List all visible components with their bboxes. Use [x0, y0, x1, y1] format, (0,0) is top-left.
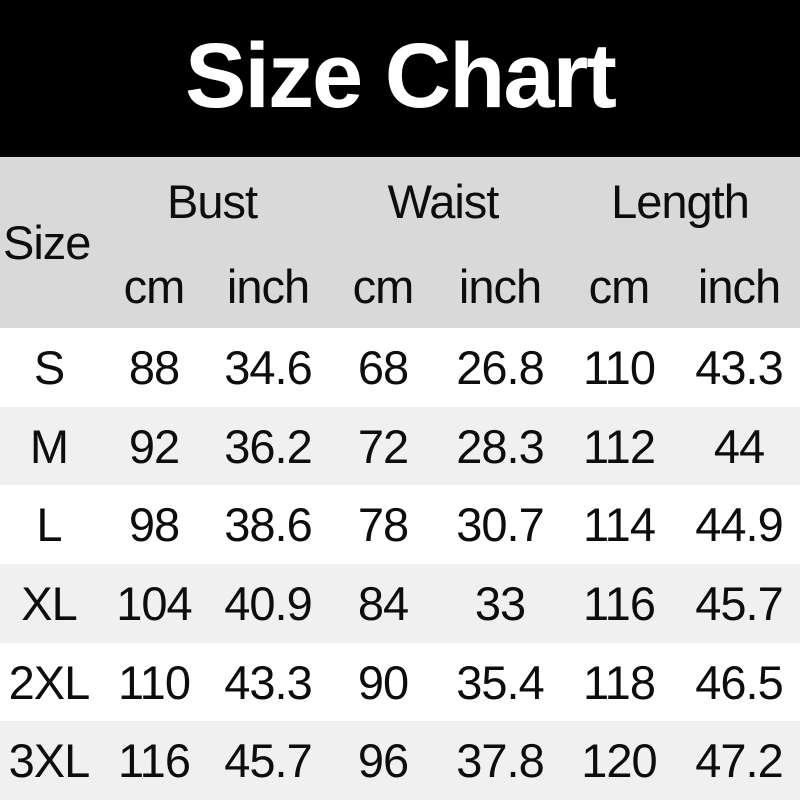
cell-bust-inch: 40.9 [224, 576, 312, 630]
cell-waist-inch: 35.4 [456, 655, 544, 709]
cell-length-cm: 116 [583, 576, 656, 630]
column-group-waist: Waist [387, 174, 500, 228]
cell-size: M [29, 419, 69, 473]
cell-waist-cm: 68 [357, 340, 409, 394]
cell-bust-inch: 38.6 [224, 498, 312, 552]
table-row-s: S 88 34.6 68 26.8 110 43.3 [0, 328, 800, 407]
table-body: S 88 34.6 68 26.8 110 43.3 M 92 36.2 72 … [0, 328, 800, 800]
cell-length-cm: 120 [581, 734, 657, 788]
column-group-bust: Bust [166, 174, 258, 228]
cell-size: XL [21, 576, 78, 630]
cell-bust-cm: 98 [128, 498, 180, 552]
table-row-3xl: 3XL 116 45.7 96 37.8 120 47.2 [0, 721, 800, 800]
cell-length-cm: 110 [583, 340, 656, 394]
unit-header-waist-inch: inch [458, 260, 542, 313]
column-header-size: Size [3, 216, 91, 269]
unit-header-bust-cm: cm [123, 260, 186, 313]
cell-bust-cm: 110 [118, 655, 191, 709]
title-banner: Size Chart [0, 0, 800, 157]
cell-length-inch: 44 [713, 419, 765, 473]
cell-length-cm: 112 [583, 419, 656, 473]
unit-header-waist-cm: cm [352, 260, 415, 313]
cell-length-cm: 118 [583, 655, 656, 709]
cell-length-inch: 45.7 [695, 576, 783, 630]
table-header: Size Bust Waist Length cm inch cm inch c… [0, 157, 800, 328]
cell-size: L [36, 498, 62, 552]
cell-size: 3XL [8, 734, 91, 788]
cell-waist-cm: 84 [357, 576, 409, 630]
table-row-2xl: 2XL 110 43.3 90 35.4 118 46.5 [0, 642, 800, 722]
cell-length-inch: 44.9 [695, 498, 783, 552]
cell-waist-inch: 30.7 [456, 498, 544, 552]
cell-bust-cm: 88 [128, 340, 180, 394]
cell-bust-inch: 34.6 [224, 340, 312, 394]
table-row-l: L 98 38.6 78 30.7 114 44.9 [0, 485, 800, 565]
unit-header-length-cm: cm [588, 260, 651, 313]
cell-waist-inch: 37.8 [456, 734, 544, 788]
unit-header-length-inch: inch [697, 260, 781, 313]
table-row-xl: XL 104 40.9 84 33 116 45.7 [0, 564, 800, 643]
unit-header-bust-inch: inch [226, 260, 310, 313]
cell-size: 2XL [8, 655, 91, 709]
cell-waist-inch: 28.3 [456, 419, 544, 473]
cell-waist-cm: 96 [357, 734, 409, 788]
cell-bust-cm: 104 [116, 576, 192, 630]
cell-length-inch: 47.2 [695, 734, 783, 788]
cell-bust-inch: 43.3 [224, 655, 312, 709]
cell-length-cm: 114 [583, 498, 656, 552]
cell-bust-cm: 116 [118, 734, 191, 788]
cell-bust-cm: 92 [128, 419, 180, 473]
table-row-m: M 92 36.2 72 28.3 112 44 [0, 406, 800, 486]
column-group-length: Length [611, 174, 750, 228]
cell-size: S [33, 340, 65, 394]
cell-length-inch: 43.3 [695, 340, 783, 394]
cell-waist-cm: 78 [357, 498, 409, 552]
cell-waist-inch: 26.8 [456, 340, 544, 394]
cell-length-inch: 46.5 [695, 655, 783, 709]
cell-waist-inch: 33 [474, 576, 526, 630]
cell-waist-cm: 72 [357, 419, 409, 473]
page-title: Size Chart [185, 24, 617, 127]
cell-waist-cm: 90 [357, 655, 409, 709]
cell-bust-inch: 36.2 [224, 419, 312, 473]
cell-bust-inch: 45.7 [224, 734, 312, 788]
